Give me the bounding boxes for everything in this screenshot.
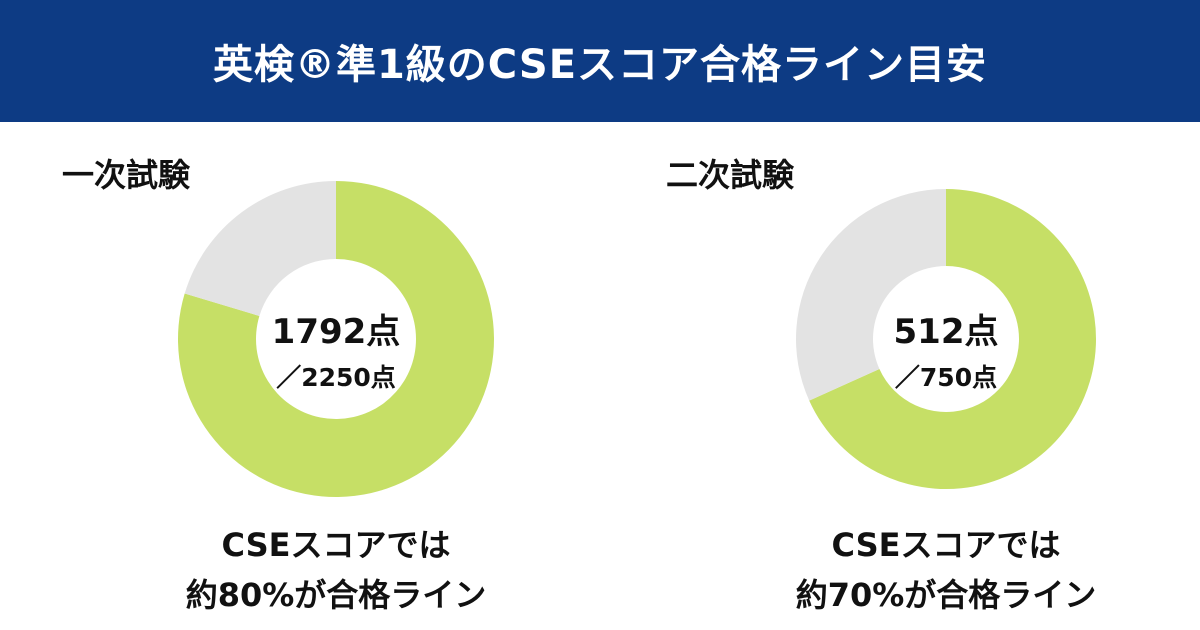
center-total: ／750点 <box>894 363 998 392</box>
chart-caption: CSEスコアでは 約70%が合格ライン <box>736 520 1156 620</box>
caption-line-1: CSEスコアでは <box>831 526 1061 564</box>
page-title: 英検®準1級のCSEスコア合格ライン目安 <box>212 42 988 88</box>
donut-slice-remaining <box>796 189 946 401</box>
chart-panel-first-exam: 一次試験 1792点 ／2250点 CSEスコアでは 約80%が合格ライン <box>0 122 600 630</box>
caption-line-2: 約70%が合格ライン <box>795 576 1097 614</box>
caption-line-2: 約80%が合格ライン <box>185 576 487 614</box>
donut-slice-pass <box>178 181 495 497</box>
donut-chart <box>178 181 495 497</box>
caption-line-1: CSEスコアでは <box>221 526 451 564</box>
chart-caption: CSEスコアでは 約80%が合格ライン <box>126 520 546 620</box>
donut-chart <box>796 189 1096 489</box>
center-score: 512点 <box>893 312 999 352</box>
donut-slice-remaining <box>184 181 336 316</box>
chart-panel-second-exam: 二次試験 512点 ／750点 CSEスコアでは 約70%が合格ライン <box>600 122 1200 630</box>
chart-title: 二次試験 <box>666 156 795 194</box>
center-score: 1792点 <box>271 312 401 352</box>
chart-title: 一次試験 <box>62 156 191 194</box>
center-total: ／2250点 <box>276 363 396 392</box>
donut-slice-pass <box>809 189 1096 489</box>
header-banner: 英検®準1級のCSEスコア合格ライン目安 <box>0 0 1200 122</box>
